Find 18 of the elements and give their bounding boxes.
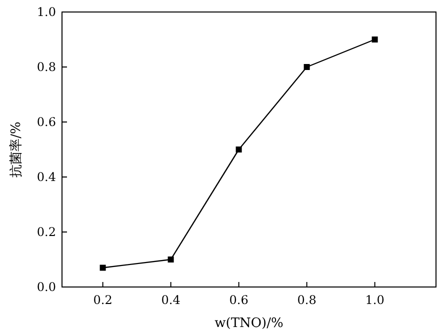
x-axis-title: w(TNO)/% <box>214 316 284 331</box>
point <box>100 264 106 271</box>
point <box>236 146 242 152</box>
x-tick-label: 0.8 <box>297 293 316 307</box>
point <box>304 64 310 70</box>
y-tick-label: 0.4 <box>36 170 56 184</box>
y-tick-label: 0.6 <box>36 115 56 129</box>
y-axis-title: 抗菌率/% <box>8 122 24 178</box>
x-tick-label: 1.0 <box>365 293 384 307</box>
x-tick-label: 0.4 <box>161 293 181 307</box>
point <box>168 256 174 262</box>
y-tick-label: 1.0 <box>36 5 56 19</box>
y-tick-label: 0.0 <box>36 280 56 294</box>
x-tick-label: 0.2 <box>93 293 112 307</box>
x-tick-label: 0.6 <box>229 293 248 307</box>
y-tick-label: 0.8 <box>36 60 56 74</box>
point <box>372 36 378 42</box>
y-tick-label: 0.2 <box>36 225 56 239</box>
